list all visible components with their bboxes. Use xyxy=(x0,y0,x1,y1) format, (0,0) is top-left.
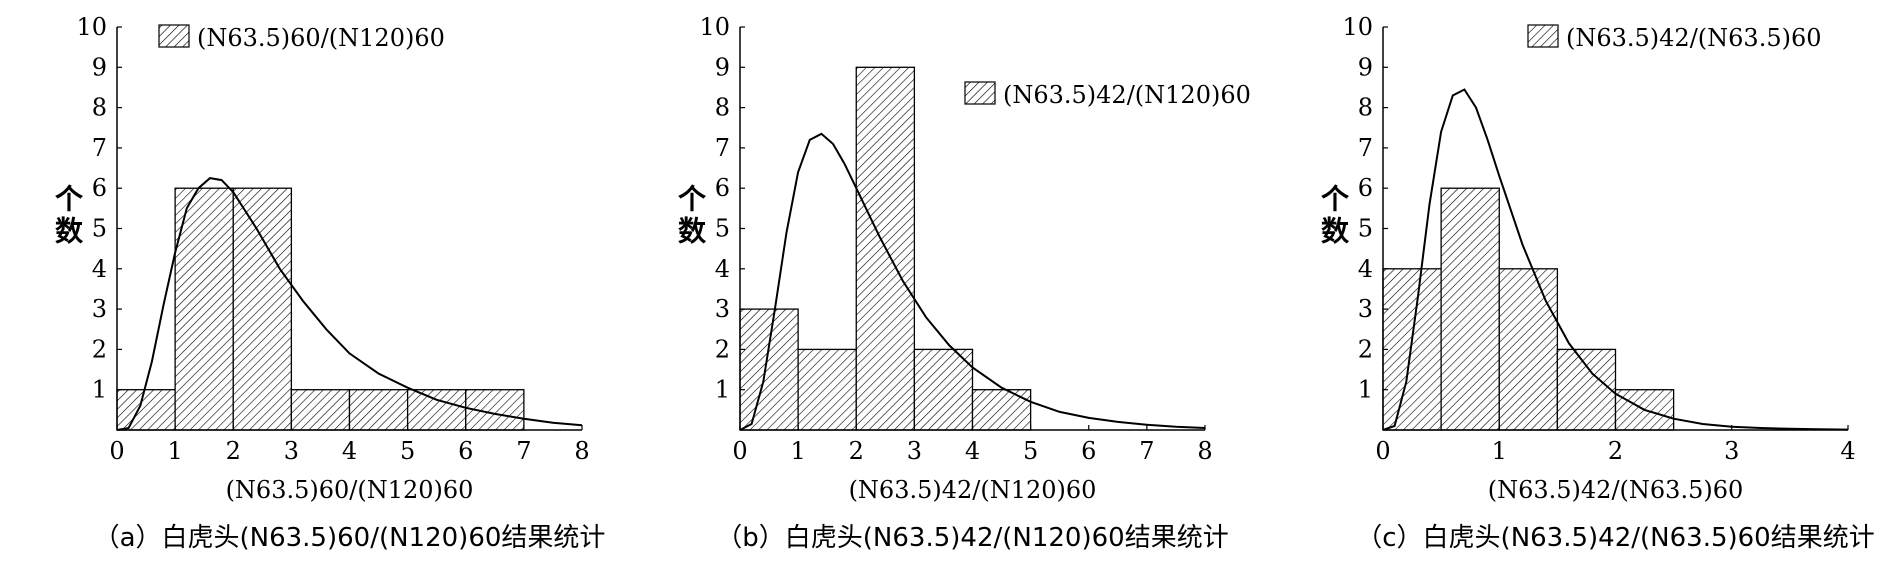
y-tick-label: 5 xyxy=(1358,215,1373,243)
y-tick-label: 5 xyxy=(92,215,107,243)
y-tick-label: 6 xyxy=(715,174,730,202)
y-tick-label: 5 xyxy=(715,215,730,243)
histogram-bar xyxy=(174,187,234,431)
x-tick-label: 6 xyxy=(458,437,473,465)
y-tick-label: 3 xyxy=(1358,295,1373,323)
chart-panel-a: 0 1 2 3 4 5 6 7 8 1 2 3 4 5 6 7 8 9 10 个数 (N63.5)60/(N120)60… xyxy=(55,13,605,553)
x-tick-label: 3 xyxy=(284,437,299,465)
x-axis-label: (N63.5)42/(N120)60 xyxy=(849,476,1097,504)
y-axis-title: 个数 xyxy=(55,183,84,248)
y-tick-label: 1 xyxy=(1358,376,1373,404)
x-tick-label: 2 xyxy=(849,437,864,465)
y-tick-label: 3 xyxy=(92,295,107,323)
y-axis-title: 个数 xyxy=(1321,183,1350,248)
x-tick-label: 1 xyxy=(790,437,805,465)
legend-label: (N63.5)42/(N120)60 xyxy=(1003,81,1251,109)
histogram-bar xyxy=(406,389,467,431)
y-tick-label: 4 xyxy=(1358,255,1373,283)
y-tick-label: 1 xyxy=(92,376,107,404)
x-tick-label: 5 xyxy=(400,437,415,465)
y-tick-label: 1 xyxy=(715,376,730,404)
histogram-bar xyxy=(971,389,1032,431)
histogram-bar xyxy=(1382,268,1442,431)
y-axis-title: 个数 xyxy=(678,183,707,248)
y-tick-label: 7 xyxy=(715,134,730,162)
fitted-curve xyxy=(739,132,1206,431)
x-tick-label: 0 xyxy=(732,437,747,465)
x-axis-label: (N63.5)60/(N120)60 xyxy=(226,476,474,504)
panel-caption: （c）白虎头(N63.5)42/(N63.5)60结果统计 xyxy=(1356,523,1874,553)
histogram-bar xyxy=(1498,268,1559,431)
y-tick-label: 7 xyxy=(92,134,107,162)
y-tick-label: 9 xyxy=(92,53,107,81)
histogram-bar xyxy=(232,187,293,431)
panel-caption: （b）白虎头(N63.5)42/(N120)60结果统计 xyxy=(716,523,1228,553)
x-tick-label: 7 xyxy=(516,437,531,465)
x-tick-label: 7 xyxy=(1139,437,1154,465)
histogram-bar xyxy=(797,348,857,431)
x-tick-label: 5 xyxy=(1023,437,1038,465)
legend-swatch xyxy=(964,81,996,105)
y-tick-label: 2 xyxy=(715,335,730,363)
x-tick-label: 6 xyxy=(1081,437,1096,465)
chart-panel-c: 0 1 2 3 4 1 2 3 4 5 6 7 8 9 10 个数 (N63.5)42/(N63.5)60 (N6… xyxy=(1321,13,1875,553)
fitted-curve xyxy=(1382,88,1849,431)
x-tick-label: 3 xyxy=(1724,437,1739,465)
x-tick-label: 0 xyxy=(109,437,124,465)
histogram-bar xyxy=(739,308,799,431)
y-tick-label: 8 xyxy=(1358,94,1373,122)
x-tick-label: 4 xyxy=(965,437,980,465)
x-tick-label: 3 xyxy=(907,437,922,465)
y-tick-label: 8 xyxy=(92,94,107,122)
y-tick-label: 4 xyxy=(92,255,107,283)
x-tick-label: 8 xyxy=(1197,437,1212,465)
x-tick-label: 2 xyxy=(226,437,241,465)
x-tick-label: 4 xyxy=(1840,437,1855,465)
histogram-bar xyxy=(1556,348,1617,431)
x-tick-label: 0 xyxy=(1375,437,1390,465)
histogram-bar xyxy=(290,389,351,431)
x-tick-label: 2 xyxy=(1608,437,1623,465)
y-tick-label: 4 xyxy=(715,255,730,283)
histogram-bar xyxy=(116,389,176,431)
y-tick-label: 10 xyxy=(699,13,730,41)
x-tick-label: 1 xyxy=(1492,437,1507,465)
legend-label: (N63.5)60/(N120)60 xyxy=(197,24,445,52)
y-tick-label: 6 xyxy=(1358,174,1373,202)
y-tick-label: 8 xyxy=(715,94,730,122)
y-tick-label: 6 xyxy=(92,174,107,202)
legend-label: (N63.5)42/(N63.5)60 xyxy=(1566,24,1822,52)
y-tick-label: 10 xyxy=(76,13,107,41)
histogram-bar xyxy=(348,389,409,431)
x-axis-label: (N63.5)42/(N63.5)60 xyxy=(1488,476,1744,504)
y-tick-label: 7 xyxy=(1358,134,1373,162)
y-tick-label: 3 xyxy=(715,295,730,323)
y-tick-label: 9 xyxy=(1358,53,1373,81)
y-tick-label: 2 xyxy=(1358,335,1373,363)
legend-swatch xyxy=(158,24,190,48)
panel-caption: （a）白虎头(N63.5)60/(N120)60结果统计 xyxy=(94,523,606,553)
legend-swatch xyxy=(1527,24,1559,48)
x-tick-label: 4 xyxy=(342,437,357,465)
histogram-bar xyxy=(1440,187,1500,431)
x-tick-label: 1 xyxy=(167,437,182,465)
x-tick-label: 8 xyxy=(574,437,589,465)
histogram-bar xyxy=(913,348,974,431)
y-tick-label: 2 xyxy=(92,335,107,363)
y-tick-label: 9 xyxy=(715,53,730,81)
y-tick-label: 10 xyxy=(1342,13,1373,41)
chart-panel-b: 0 1 2 3 4 5 6 7 8 1 2 3 4 5 6 7 8 9 10 个数 (N63.5)42/(N120)60… xyxy=(678,13,1251,553)
fitted-curve xyxy=(116,177,583,431)
